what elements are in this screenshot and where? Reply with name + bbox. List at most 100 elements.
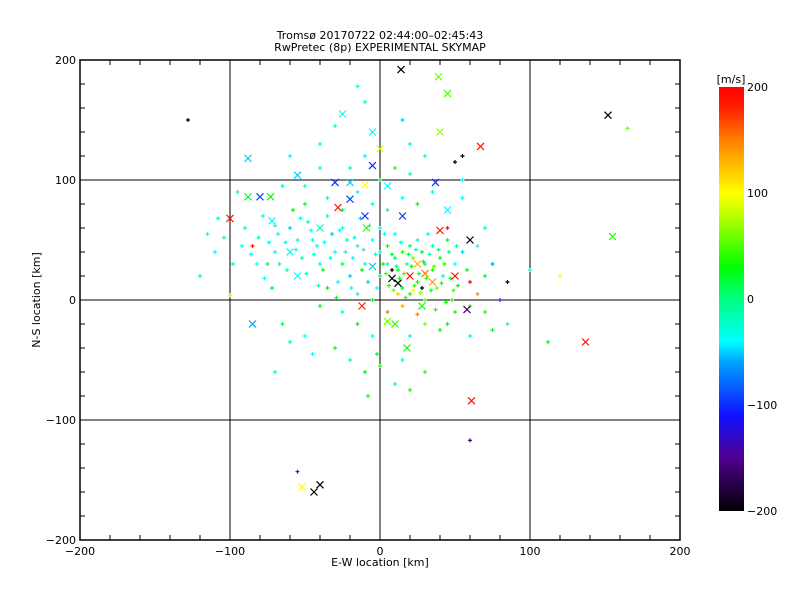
data-point [345,238,349,242]
data-point [460,154,465,158]
colorbar-tick-label: 100 [747,187,768,200]
data-point [444,300,448,305]
data-point [409,264,414,269]
data-point [295,238,300,242]
data-cross [293,272,302,280]
data-cross [331,178,339,187]
data-point [366,394,370,398]
data-cross [368,128,377,136]
x-tick-label: −200 [65,545,95,558]
data-point [325,286,330,290]
data-point [391,288,396,293]
data-point [256,235,261,240]
data-point [315,244,319,248]
data-point [399,240,403,245]
data-point [460,196,465,200]
data-point [483,310,487,314]
data-point [288,340,292,344]
data-point [453,262,457,266]
data-cross [361,180,369,189]
data-point [465,268,469,272]
data-point [439,281,444,286]
data-point [291,208,295,212]
data-point [373,252,378,257]
data-point [378,364,382,368]
data-point [378,274,382,278]
data-point [442,262,447,266]
data-point [475,244,480,248]
x-tick-labels: −200 −100 0 100 200 [65,545,691,558]
data-cross [334,203,342,212]
data-point [468,334,472,338]
data-point [396,292,400,296]
data-cross [226,214,234,223]
data-point [411,288,415,293]
data-cross [376,144,384,153]
data-point [370,202,375,206]
data-point [310,238,315,242]
data-point [366,280,370,284]
data-cross [413,260,422,268]
x-axis-label: E-W location [km] [331,556,429,569]
data-point [340,262,345,266]
data-point [303,184,307,188]
data-point [363,154,367,158]
data-point [400,118,405,122]
data-point [309,228,313,233]
data-point [385,244,390,248]
data-cross [443,206,452,214]
data-point [294,247,298,252]
data-point [393,232,397,236]
data-point [460,250,465,254]
data-point [423,298,427,302]
data-point [400,196,405,200]
data-point [400,250,405,254]
data-point [363,370,367,374]
data-cross [466,236,474,244]
data-point [426,232,430,236]
data-point [432,264,436,269]
data-point [261,214,265,218]
data-point [420,250,424,254]
data-point [351,256,355,260]
data-point [363,262,367,266]
data-point [468,280,472,284]
y-tick-label: 0 [69,294,76,307]
data-point [255,262,259,266]
data-point [265,262,270,266]
data-point [361,247,366,252]
data-point [385,262,390,266]
data-point [460,178,465,182]
data-point [408,334,412,338]
data-cross [431,178,440,187]
data-point [408,388,412,392]
data-point [385,310,390,314]
x-tick-label: 200 [670,545,691,558]
data-cross [268,216,276,225]
data-point [318,166,322,170]
data-point [411,256,415,260]
axis-ticks [79,59,681,541]
data-point [334,295,339,300]
data-point [231,262,235,266]
data-point [408,172,412,176]
data-point [390,268,394,272]
data-point [423,154,427,158]
data-point [310,352,315,356]
data-point [303,334,307,338]
data-point [333,124,337,128]
chart-title: Tromsø 20170722 02:44:00–02:45:43 [276,29,484,42]
data-point [240,244,244,248]
data-point [438,328,442,332]
data-point [288,226,292,230]
data-cross [361,212,369,220]
data-cross [608,232,617,241]
colorbar-tick-label: −100 [747,399,777,412]
data-point [330,232,334,236]
data-cross [368,262,377,271]
data-point [318,262,322,266]
data-point [298,216,303,221]
data-point [430,268,435,272]
data-point [415,238,420,242]
data-point [300,256,304,260]
